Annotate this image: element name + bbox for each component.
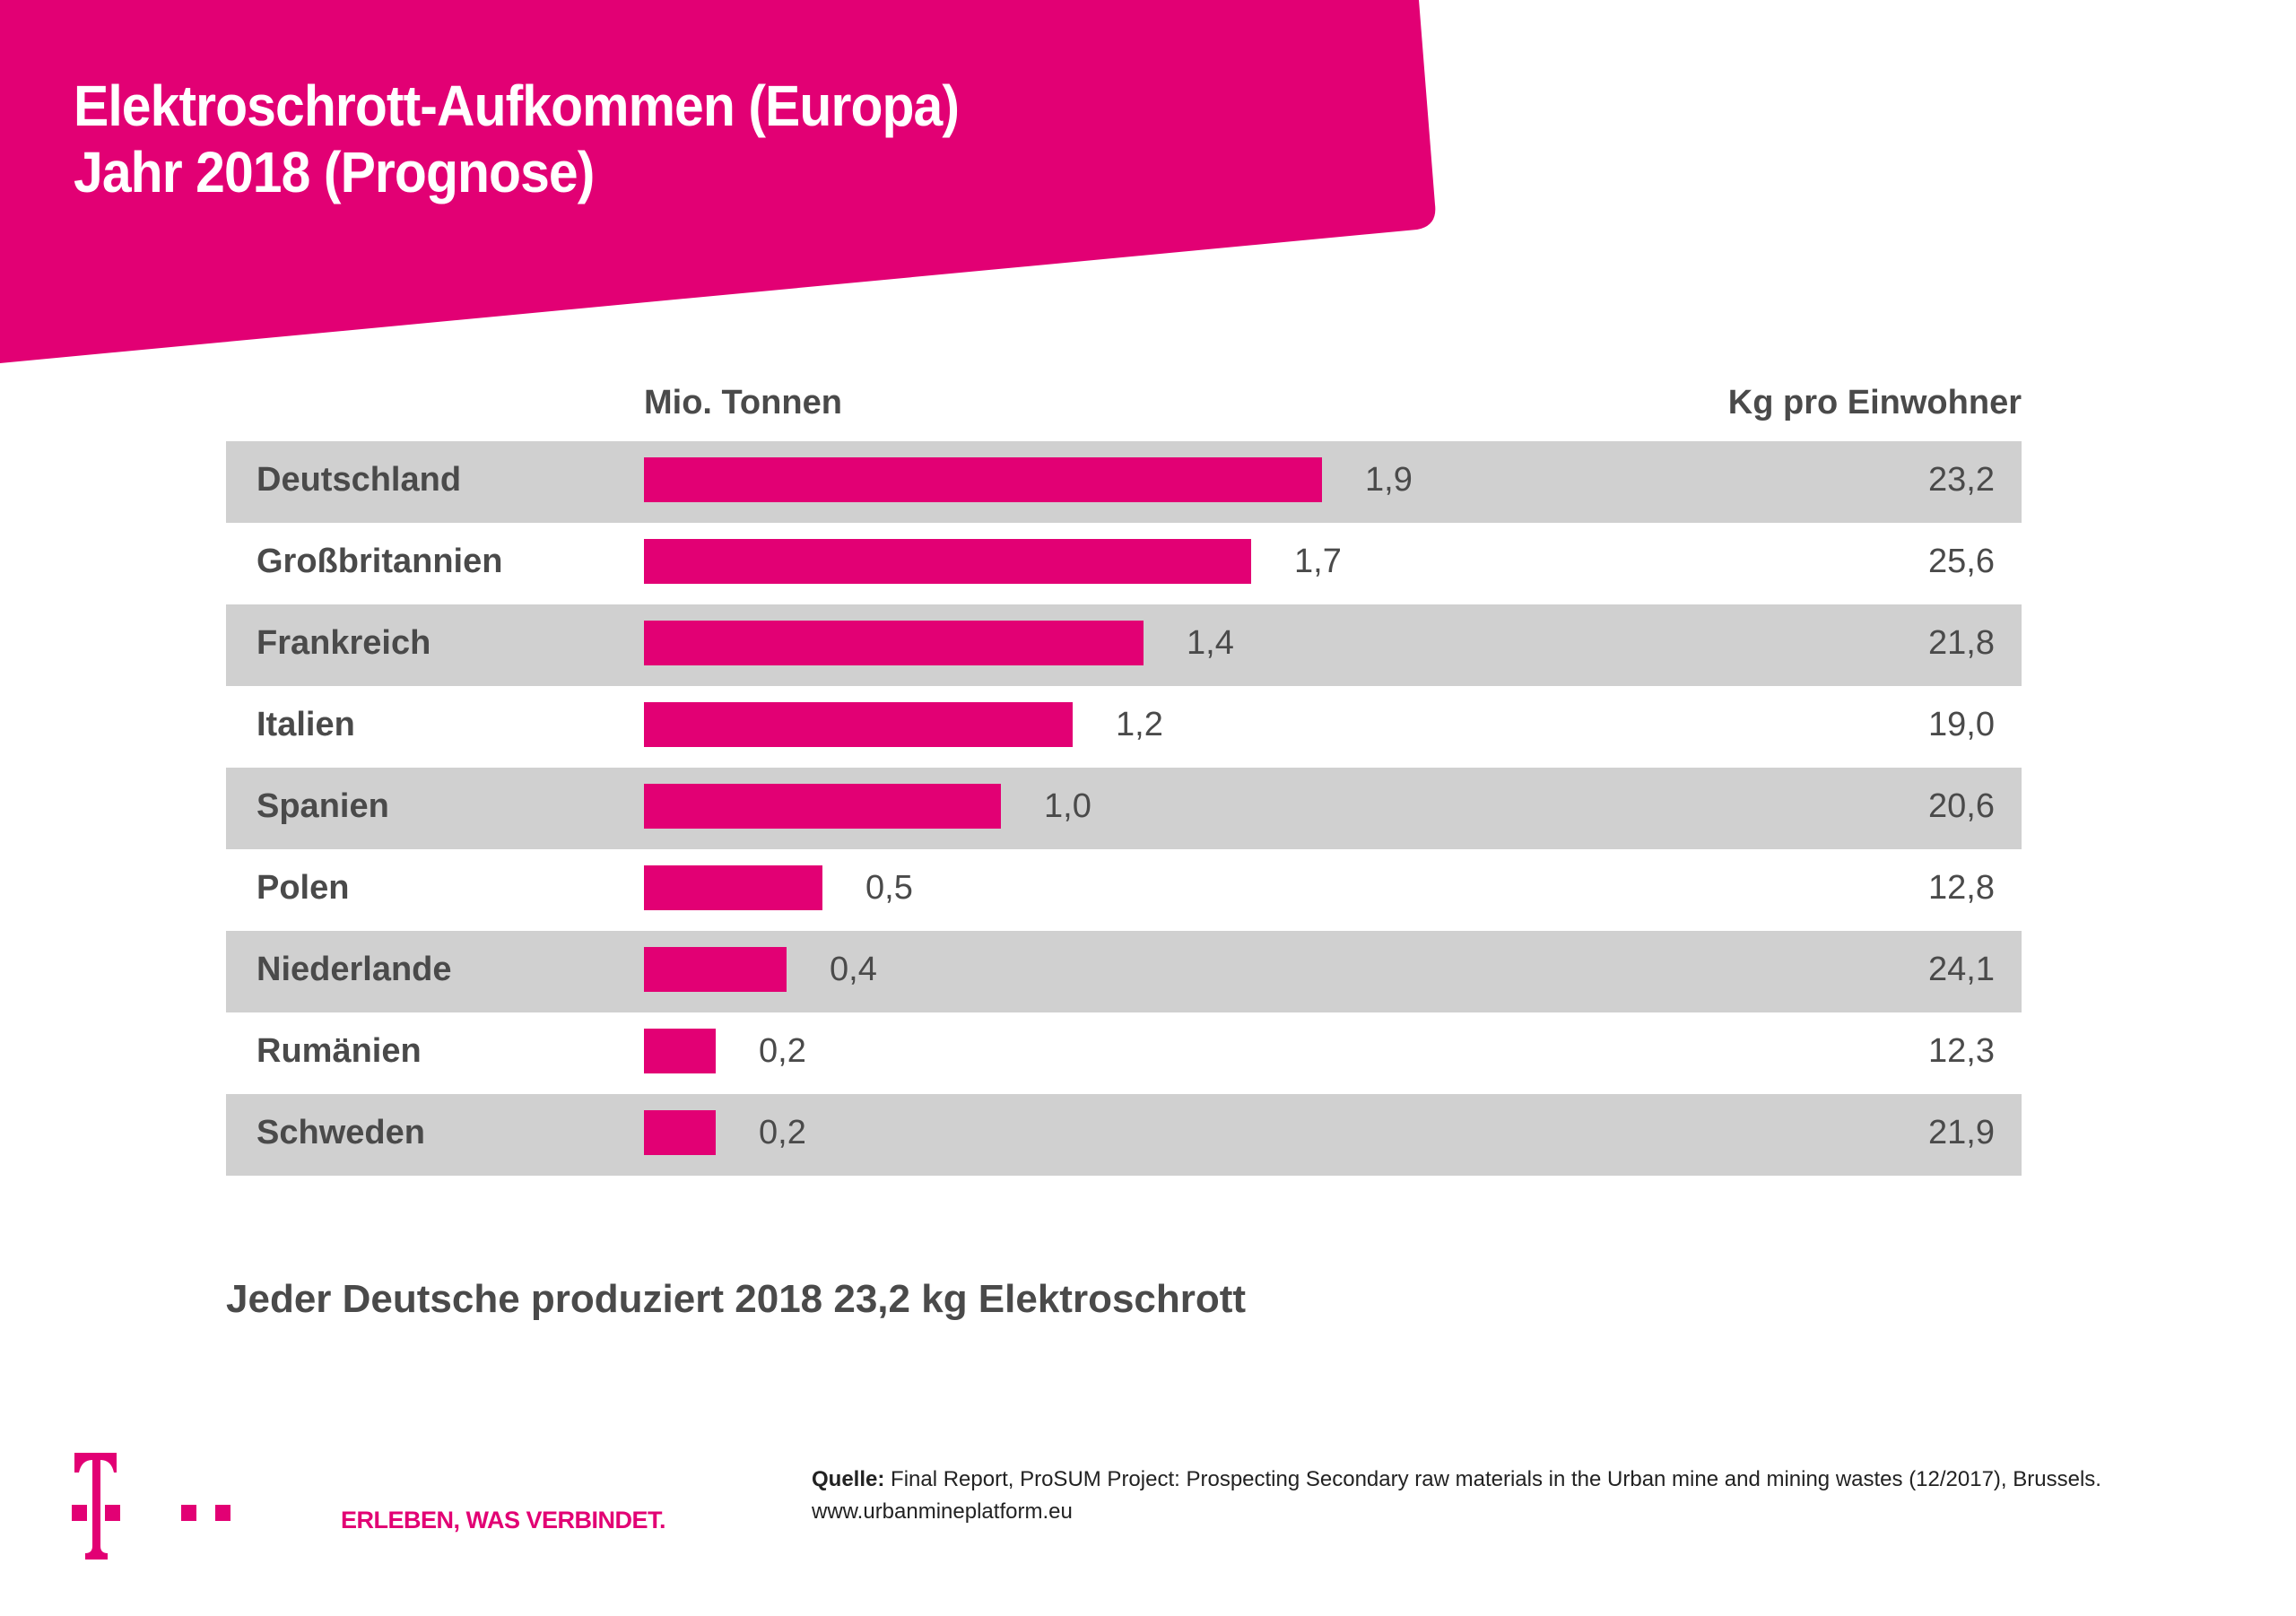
telekom-logo-icon <box>72 1453 230 1560</box>
bar-value-label: 1,9 <box>1365 461 1413 499</box>
bar <box>644 702 1073 747</box>
table-row: Schweden 0,2 21,9 <box>226 1094 2022 1176</box>
table-row: Frankreich 1,4 21,8 <box>226 604 2022 686</box>
kg-value-label: 21,8 <box>1928 624 1995 662</box>
kg-value-label: 12,8 <box>1928 869 1995 907</box>
country-label: Polen <box>257 869 350 907</box>
kg-value-label: 23,2 <box>1928 461 1995 499</box>
country-label: Deutschland <box>257 461 462 499</box>
table-row: Deutschland 1,9 23,2 <box>226 441 2022 523</box>
bar-value-label: 0,5 <box>865 869 913 907</box>
source-text: Final Report, ProSUM Project: Prospectin… <box>884 1467 2101 1491</box>
column-header-tonnen: Mio. Tonnen <box>644 384 842 421</box>
country-label: Niederlande <box>257 951 452 988</box>
bar-value-label: 0,4 <box>830 951 877 988</box>
table-row: Niederlande 0,4 24,1 <box>226 931 2022 1012</box>
summary-text: Jeder Deutsche produziert 2018 23,2 kg E… <box>226 1277 1247 1321</box>
bar-value-label: 0,2 <box>759 1032 806 1070</box>
chart-title-line2: Jahr 2018 (Prognose) <box>74 140 595 204</box>
kg-value-label: 12,3 <box>1928 1032 1995 1070</box>
country-label: Großbritannien <box>257 543 503 580</box>
bar-chart: Deutschland 1,9 23,2 Großbritannien 1,7 25,6 F… <box>226 441 2022 1176</box>
table-row: Polen 0,5 12,8 <box>226 849 2022 931</box>
kg-value-label: 19,0 <box>1928 706 1995 743</box>
kg-value-label: 20,6 <box>1928 787 1995 825</box>
bar-value-label: 1,4 <box>1187 624 1234 662</box>
bar-value-label: 1,7 <box>1294 543 1342 580</box>
table-row: Spanien 1,0 20,6 <box>226 768 2022 849</box>
kg-value-label: 24,1 <box>1928 951 1995 988</box>
source-label: Quelle: <box>812 1467 885 1491</box>
source-note: Quelle: Final Report, ProSUM Project: Pr… <box>812 1464 2101 1528</box>
bar <box>644 865 822 910</box>
table-row: Italien 1,2 19,0 <box>226 686 2022 768</box>
bar <box>644 784 1001 829</box>
column-header-kg: Kg pro Einwohner <box>1727 384 2022 421</box>
country-label: Italien <box>257 706 355 743</box>
table-row: Rumänien 0,2 12,3 <box>226 1012 2022 1094</box>
chart-title-line1: Elektroschrott-Aufkommen (Europa) <box>74 74 960 138</box>
country-label: Schweden <box>257 1114 425 1151</box>
bar <box>644 457 1322 502</box>
bar-value-label: 1,0 <box>1044 787 1091 825</box>
bar <box>644 621 1144 665</box>
kg-value-label: 21,9 <box>1928 1114 1995 1151</box>
bar <box>644 539 1251 584</box>
table-row: Großbritannien 1,7 25,6 <box>226 523 2022 604</box>
header-banner <box>0 0 1436 363</box>
country-label: Spanien <box>257 787 389 825</box>
source-url[interactable]: www.urbanmineplatform.eu <box>812 1499 1073 1524</box>
bar <box>644 947 787 992</box>
country-label: Frankreich <box>257 624 431 662</box>
country-label: Rumänien <box>257 1032 422 1070</box>
bar <box>644 1110 716 1155</box>
bar-value-label: 0,2 <box>759 1114 806 1151</box>
bar-value-label: 1,2 <box>1116 706 1163 743</box>
bar <box>644 1029 716 1073</box>
brand-tagline: ERLEBEN, WAS VERBINDET. <box>341 1507 666 1533</box>
kg-value-label: 25,6 <box>1928 543 1995 580</box>
